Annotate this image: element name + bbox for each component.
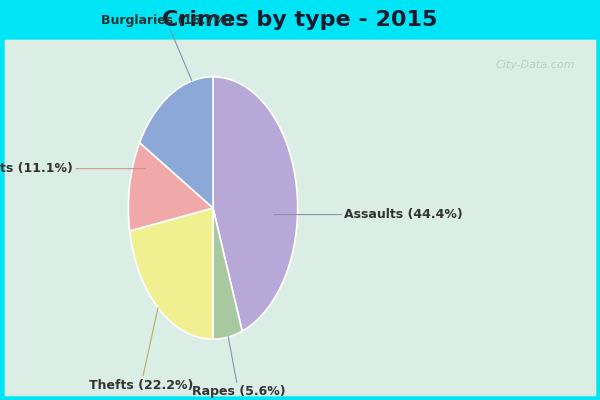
- Text: Rapes (5.6%): Rapes (5.6%): [191, 336, 285, 398]
- Text: Assaults (44.4%): Assaults (44.4%): [274, 208, 463, 221]
- Bar: [5, 40, 595, 395]
- Text: City-Data.com: City-Data.com: [496, 60, 575, 70]
- Text: Burglaries (16.7%): Burglaries (16.7%): [101, 14, 232, 81]
- Wedge shape: [213, 77, 298, 331]
- Wedge shape: [130, 208, 213, 339]
- Text: Auto thefts (11.1%): Auto thefts (11.1%): [0, 162, 145, 175]
- Wedge shape: [213, 208, 242, 339]
- Wedge shape: [128, 143, 213, 231]
- Text: Thefts (22.2%): Thefts (22.2%): [89, 308, 193, 392]
- Text: Crimes by type - 2015: Crimes by type - 2015: [163, 10, 437, 30]
- Bar: [5, 40, 595, 395]
- Wedge shape: [140, 77, 213, 208]
